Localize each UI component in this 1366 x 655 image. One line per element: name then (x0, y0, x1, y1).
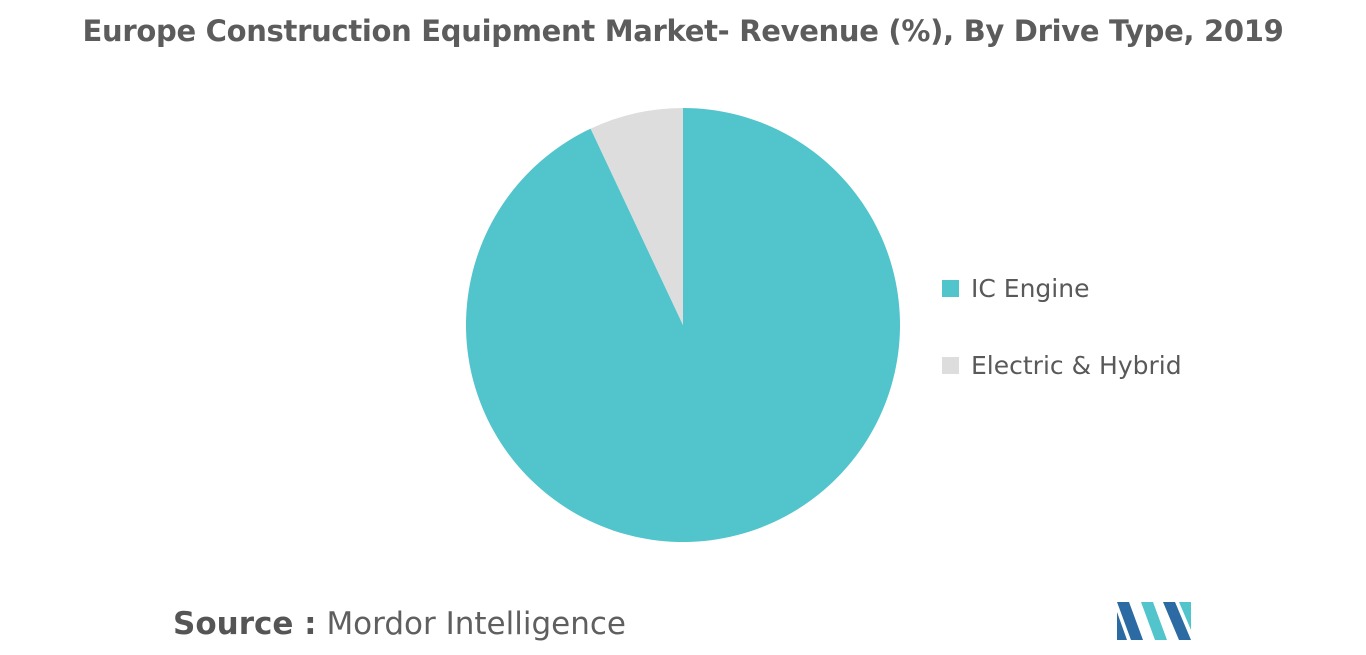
logo-shape-mid (1141, 602, 1167, 640)
logo-shape-right (1163, 602, 1191, 640)
legend-item-electric-hybrid: Electric & Hybrid (942, 345, 1182, 385)
mordor-intelligence-logo (1117, 602, 1191, 640)
legend-swatch-ic-engine (942, 279, 959, 297)
legend-label-ic-engine: IC Engine (971, 273, 1090, 303)
chart-title: Europe Construction Equipment Market- Re… (82, 14, 1284, 48)
legend: IC Engine Electric & Hybrid (942, 268, 1182, 422)
logo-shape-left (1117, 602, 1143, 640)
source-value: Mordor Intelligence (326, 606, 626, 642)
legend-swatch-electric-hybrid (942, 356, 959, 374)
source-note: Source : Mordor Intelligence (173, 606, 626, 642)
legend-item-ic-engine: IC Engine (942, 268, 1182, 308)
logo-shape-left-bar (1117, 612, 1127, 640)
legend-label-electric-hybrid: Electric & Hybrid (971, 350, 1182, 380)
source-label: Source : (173, 606, 317, 642)
logo-shape-right-bar (1179, 602, 1191, 630)
pie-slice-electric-hybrid (590, 108, 683, 325)
